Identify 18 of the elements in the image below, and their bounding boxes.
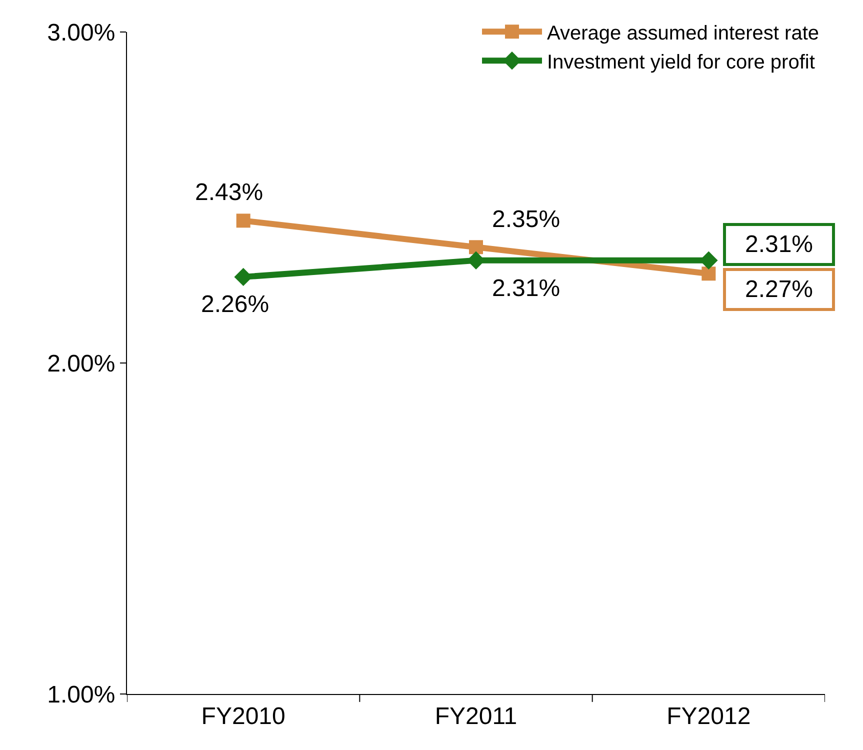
point <box>234 268 252 286</box>
point <box>702 266 716 281</box>
legend-label: Average assumed interest rate <box>547 22 820 44</box>
x-tick-label: FY2012 <box>666 702 751 730</box>
data-label: 2.31% <box>492 275 560 302</box>
x-tick-label: FY2011 <box>434 702 518 730</box>
legend-label: Investment yield for core profit <box>547 51 816 74</box>
data-label: 2.27% <box>744 276 814 303</box>
y-tick-label: 3.00% <box>47 19 116 46</box>
y-tick-label: 2.00% <box>47 350 116 378</box>
point <box>236 214 250 228</box>
x-tick-label: FY2010 <box>201 702 286 730</box>
data-label: 2.26% <box>201 291 270 318</box>
y-tick-label: 1.00% <box>47 681 116 708</box>
point <box>469 240 483 254</box>
data-label: 2.43% <box>195 179 264 206</box>
data-label: 2.35% <box>492 206 560 233</box>
data-label: 2.31% <box>744 231 814 258</box>
